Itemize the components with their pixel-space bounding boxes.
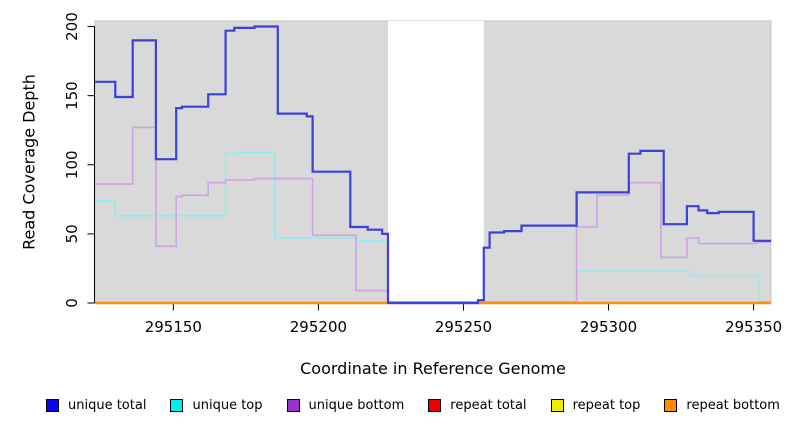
legend-item-unique-total: unique total	[46, 398, 146, 413]
legend-label: unique top	[192, 398, 263, 413]
legend: unique total unique top unique bottom repea…	[46, 398, 780, 413]
legend-label: repeat top	[572, 398, 641, 413]
x-tick-label: 295200	[290, 318, 347, 336]
legend-item-unique-top: unique top	[170, 398, 263, 413]
y-tick-label: 150	[63, 81, 81, 110]
legend-item-repeat-top: repeat top	[550, 398, 641, 413]
x-tick-label: 295250	[435, 318, 492, 336]
y-tick-label: 100	[63, 150, 81, 179]
y-axis-title: Read Coverage Depth	[19, 74, 39, 250]
plot-area: 0 50 100 150 200 295150 295200 295250 295300 2953…	[63, 12, 782, 336]
x-axis-title: Coordinate in Reference Genome	[300, 359, 566, 378]
y-tick-label: 0	[63, 298, 81, 308]
y-tick-label: 200	[63, 12, 81, 41]
y-tick-label: 50	[63, 224, 81, 243]
legend-label: repeat total	[450, 398, 527, 413]
x-tick-label: 295350	[725, 318, 782, 336]
legend-item-unique-bottom: unique bottom	[286, 398, 405, 413]
masked-region-band	[388, 21, 484, 303]
legend-item-repeat-bottom: repeat bottom	[664, 398, 780, 413]
x-tick-label: 295150	[145, 318, 202, 336]
legend-item-repeat-total: repeat total	[428, 398, 527, 413]
legend-label: unique bottom	[308, 398, 405, 413]
x-tick-label: 295300	[580, 318, 637, 336]
legend-swatch-icon	[664, 399, 678, 412]
series-line-unique-total	[95, 25, 771, 305]
legend-swatch-icon	[550, 399, 564, 412]
series-line-unique-bottom	[95, 126, 771, 304]
legend-label: unique total	[68, 398, 147, 413]
legend-swatch-icon	[170, 399, 184, 412]
legend-swatch-icon	[46, 399, 59, 412]
legend-swatch-icon	[286, 399, 300, 412]
legend-label: repeat bottom	[686, 398, 780, 413]
legend-swatch-icon	[428, 399, 442, 412]
